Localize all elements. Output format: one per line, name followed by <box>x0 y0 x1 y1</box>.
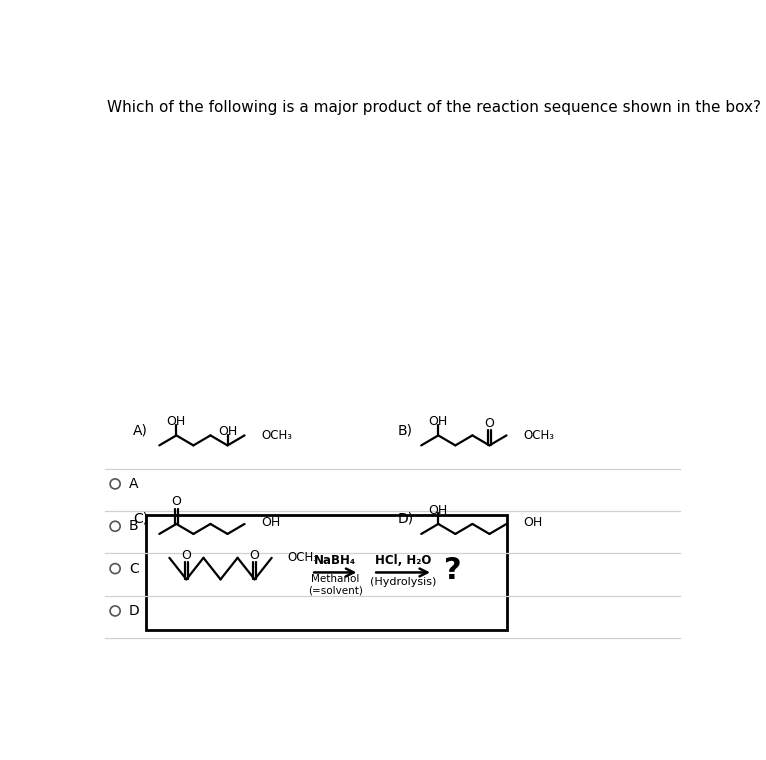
Text: Methanol
(=solvent): Methanol (=solvent) <box>308 574 362 596</box>
Text: OCH₃: OCH₃ <box>523 429 555 442</box>
Text: C: C <box>129 562 139 575</box>
Text: OH: OH <box>218 425 237 438</box>
Text: O: O <box>250 549 260 562</box>
Text: OH: OH <box>167 415 186 428</box>
Text: A: A <box>129 477 139 491</box>
Text: A): A) <box>133 423 148 437</box>
Text: NaBH₄: NaBH₄ <box>314 553 356 567</box>
Text: OCH₃: OCH₃ <box>262 429 293 442</box>
Bar <box>146 515 506 630</box>
Text: C): C) <box>133 511 148 526</box>
Circle shape <box>110 606 120 616</box>
Text: O: O <box>172 495 182 508</box>
Circle shape <box>110 564 120 574</box>
Circle shape <box>110 521 120 531</box>
Text: Which of the following is a major product of the reaction sequence shown in the : Which of the following is a major produc… <box>107 100 761 116</box>
Text: D: D <box>129 604 140 618</box>
Text: O: O <box>485 416 494 429</box>
Text: OH: OH <box>429 504 448 517</box>
Text: O: O <box>182 549 192 562</box>
Text: OH: OH <box>523 516 543 529</box>
Text: B): B) <box>398 423 413 437</box>
Text: OCH₃: OCH₃ <box>287 550 318 564</box>
Text: (Hydrolysis): (Hydrolysis) <box>370 577 436 587</box>
Circle shape <box>110 479 120 489</box>
Text: ?: ? <box>444 556 461 585</box>
Text: B: B <box>129 519 139 534</box>
Text: HCl, H₂O: HCl, H₂O <box>375 553 431 567</box>
Text: OH: OH <box>429 415 448 428</box>
Text: OH: OH <box>262 516 281 529</box>
Text: D): D) <box>398 511 414 526</box>
